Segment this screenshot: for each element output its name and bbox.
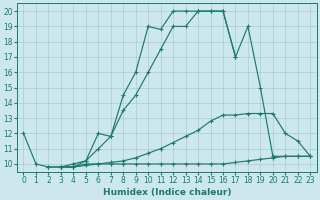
X-axis label: Humidex (Indice chaleur): Humidex (Indice chaleur) xyxy=(103,188,231,197)
